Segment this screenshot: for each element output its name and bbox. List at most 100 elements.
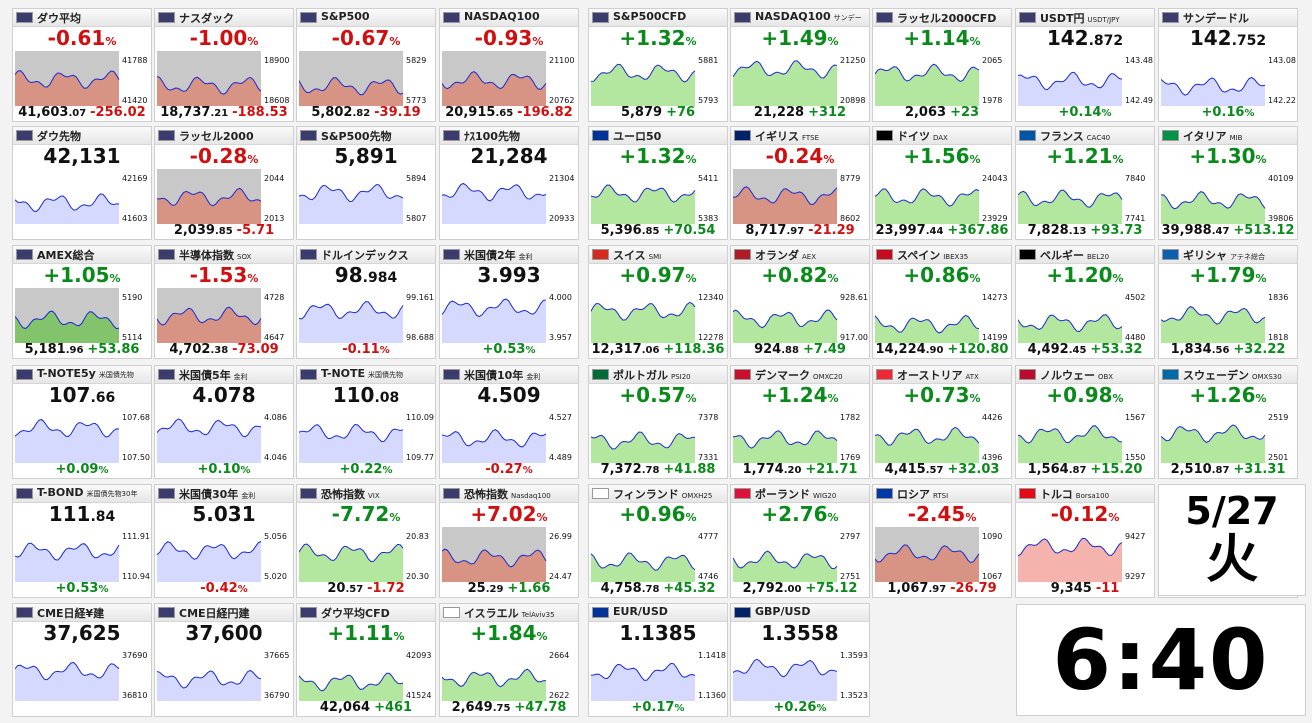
tile-name-text: 半導体指数 [179, 249, 234, 262]
market-tile[interactable]: NASDAQ100 サンデー +1.49% 21250 20898 21,228 +312 [730, 8, 870, 122]
market-tile[interactable]: ﾅｽ100先物 21,284 21304 20933 [439, 126, 579, 240]
market-tile[interactable]: ロシア RTSI -2.45% 1090 1067 1,067.97 -26.79 [872, 484, 1012, 598]
market-tile[interactable]: EUR/USD 1.1385 1.1418 1.1360 +0.17% [588, 603, 728, 717]
ru-flag-icon [876, 488, 893, 499]
tile-name: オーストリア ATX [897, 367, 979, 383]
chart-low-label: 41420 [122, 96, 147, 105]
change-percent: +0.17 [631, 700, 675, 715]
market-tile[interactable]: トルコ Borsa100 -0.12% 9427 9297 9,345 -11 [1015, 484, 1155, 598]
tile-name: CME日経¥建 [37, 605, 104, 621]
market-tile[interactable]: ギリシャ アテネ総合 +1.79% 1836 1818 1,834.56 +32.22 [1158, 245, 1298, 359]
market-tile[interactable]: GBP/USD 1.3558 1.3593 1.3523 +0.26% [730, 603, 870, 717]
tile-footer: +0.53% [13, 581, 151, 596]
market-tile[interactable]: 米国債5年 金利 4.078 4.086 4.046 +0.10% [154, 365, 294, 479]
market-tile[interactable]: USDT円 USDT/JPY 142.872 143.48 142.49 +0.14% [1015, 8, 1155, 122]
market-tile[interactable]: スウェーデン OMXS30 +1.26% 2519 2501 2,510.87 +31.31 [1158, 365, 1298, 479]
mini-chart-svg: 20.83 20.30 [299, 527, 429, 582]
tile-header: スイス SMI [589, 246, 727, 264]
mini-chart: 9427 9297 [1018, 527, 1154, 582]
chart-low-label: 2751 [840, 572, 860, 581]
change-percent: +0.22 [339, 462, 383, 477]
mini-chart-svg: 2519 2501 [1161, 408, 1288, 463]
tile-header: ラッセル2000CFD [873, 9, 1011, 27]
market-tile[interactable]: ダウ平均CFD +1.11% 42093 41524 42,064 +461 [296, 603, 436, 717]
market-tile[interactable]: T-NOTE5y 米国債先物 107.66 107.68 107.50 +0.09% [12, 365, 152, 479]
value-decimal: .85 [641, 226, 660, 237]
market-tile[interactable]: イスラエル TelAviv35 +1.84% 2664 2622 2,649.75 +47.… [439, 603, 579, 717]
market-tile[interactable]: NASDAQ100 -0.93% 21100 20762 20,915.65 -196.8… [439, 8, 579, 122]
value-main: 1,834 [1170, 342, 1212, 357]
chart-high-label: 7378 [698, 413, 718, 422]
market-tile[interactable]: 米国債10年 金利 4.509 4.527 4.489 -0.27% [439, 365, 579, 479]
tile-subname: Nasdaq100 [511, 492, 551, 500]
chart-line [733, 186, 838, 206]
market-tile[interactable]: ダウ平均 -0.61% 41788 41420 41,603.07 -256.02 [12, 8, 152, 122]
percent-unit: % [109, 272, 121, 285]
market-tile[interactable]: ラッセル2000CFD +1.14% 2065 1978 2,063 +23 [872, 8, 1012, 122]
tile-footer: +0.22% [297, 462, 435, 477]
percent-unit: % [382, 465, 393, 476]
market-tile[interactable]: 米国債30年 金利 5.031 5.056 5.020 -0.42% [154, 484, 294, 598]
market-tile[interactable]: ドイツ DAX +1.56% 24043 23929 23,997.44 +367.86 [872, 126, 1012, 240]
market-tile[interactable]: ポルトガル PSI20 +0.57% 7378 7331 7,372.78 +41.88 [588, 365, 728, 479]
tile-footer: 2,039.85 -5.71 [155, 223, 293, 238]
market-tile[interactable]: 恐怖指数 Nasdaq100 +7.02% 26.99 24.47 25.29 +1.66 [439, 484, 579, 598]
market-tile[interactable]: 半導体指数 SOX -1.53% 4728 4647 4,702.38 -73.09 [154, 245, 294, 359]
tile-name: 米国債2年 金利 [464, 247, 533, 263]
market-tile[interactable]: ラッセル2000 -0.28% 2044 2013 2,039.85 -5.71 [154, 126, 294, 240]
percent-unit: % [536, 511, 548, 524]
mini-chart: 2797 2751 [733, 527, 869, 582]
market-tile[interactable]: T-NOTE 米国債先物 110.08 110.09 109.77 +0.22% [296, 365, 436, 479]
market-tile[interactable]: AMEX総合 +1.05% 5190 5114 5,181.96 +53.86 [12, 245, 152, 359]
percent-unit: % [685, 272, 697, 285]
chart-line [15, 419, 120, 438]
mini-chart: 99.161 98.688 [299, 288, 435, 343]
market-tile[interactable]: イタリア MIB +1.30% 40109 39806 39,988.47 +513.12 [1158, 126, 1298, 240]
market-tile[interactable]: スペイン IBEX35 +0.86% 14273 14199 14,224.90 +120.… [872, 245, 1012, 359]
mini-chart: 21250 20898 [733, 51, 869, 106]
percent-change: +1.49% [731, 26, 869, 50]
market-tile[interactable]: 米国債2年 金利 3.993 4.000 3.957 +0.53% [439, 245, 579, 359]
chart-low-label: 2622 [549, 691, 569, 700]
chart-low-label: 23929 [982, 214, 1007, 223]
market-tile[interactable]: フィンランド OMXH25 +0.96% 4777 4746 4,758.78 +45.32 [588, 484, 728, 598]
mini-chart-svg: 5881 5793 [591, 51, 718, 106]
market-tile[interactable]: フランス CAC40 +1.21% 7840 7741 7,828.13 +93.73 [1015, 126, 1155, 240]
change-percent: +0.16 [1201, 105, 1245, 120]
market-tile[interactable]: オーストリア ATX +0.73% 4426 4396 4,415.57 +32.03 [872, 365, 1012, 479]
market-tile[interactable]: ドルインデックス 98.984 99.161 98.688 -0.11% [296, 245, 436, 359]
market-tile[interactable]: ポーランド WIG20 +2.76% 2797 2751 2,792.00 +75.12 [730, 484, 870, 598]
tile-header: ﾅｽ100先物 [440, 127, 578, 145]
market-tile[interactable]: ベルギー BEL20 +1.20% 4502 4480 4,492.45 +53.32 [1015, 245, 1155, 359]
value-main: 8,717 [745, 223, 787, 238]
market-tile[interactable]: スイス SMI +0.97% 12340 12278 12,317.06 +118.36 [588, 245, 728, 359]
tile-header: スウェーデン OMXS30 [1159, 366, 1297, 384]
market-tile[interactable]: ダウ先物 42,131 42169 41603 [12, 126, 152, 240]
tile-name: USDT円 USDT/JPY [1040, 10, 1120, 26]
market-tile[interactable]: CME日経円建 37,600 37665 36790 [154, 603, 294, 717]
market-tile[interactable]: S&P500 -0.67% 5829 5773 5,802.82 -39.19 [296, 8, 436, 122]
chart-low-label: 36790 [264, 691, 289, 700]
percent-unit: % [393, 630, 405, 643]
market-tile[interactable]: ノルウェー OBX +0.98% 1567 1550 1,564.87 +15.20 [1015, 365, 1155, 479]
market-tile[interactable]: S&P500先物 5,891 5894 5807 [296, 126, 436, 240]
market-tile[interactable]: オランダ AEX +0.82% 928.61 917.00 924.88 +7.49 [730, 245, 870, 359]
market-tile[interactable]: ナスダック -1.00% 18900 18608 18,737.21 -188.53 [154, 8, 294, 122]
tile-name: 米国債5年 金利 [179, 367, 248, 383]
value-decimal: .90 [925, 345, 944, 356]
value-decimal: .47 [1211, 226, 1230, 237]
market-tile[interactable]: T-BOND 米国債先物30年 111.84 111.91 110.94 +0.53% [12, 484, 152, 598]
percent-change: +2.76% [731, 502, 869, 526]
market-tile[interactable]: イギリス FTSE -0.24% 8779 8602 8,717.97 -21.29 [730, 126, 870, 240]
market-tile[interactable]: 恐怖指数 VIX -7.72% 20.83 20.30 20.57 -1.72 [296, 484, 436, 598]
current-value: 1.1385 [589, 621, 727, 645]
market-tile[interactable]: ユーロ50 +1.32% 5411 5383 5,396.85 +70.54 [588, 126, 728, 240]
percent-value: +1.56 [903, 144, 970, 168]
chart-line [1018, 189, 1123, 208]
market-tile[interactable]: サンデードル 142.752 143.08 142.22 +0.16% [1158, 8, 1298, 122]
percent-value: +1.49 [761, 26, 828, 50]
market-tile[interactable]: CME日経¥建 37,625 37690 36810 [12, 603, 152, 717]
market-tile[interactable]: デンマーク OMXC20 +1.24% 1782 1769 1,774.20 +21.71 [730, 365, 870, 479]
market-tile[interactable]: S&P500CFD +1.32% 5881 5793 5,879 +76 [588, 8, 728, 122]
tile-name-text: ラッセル2000 [179, 130, 254, 143]
